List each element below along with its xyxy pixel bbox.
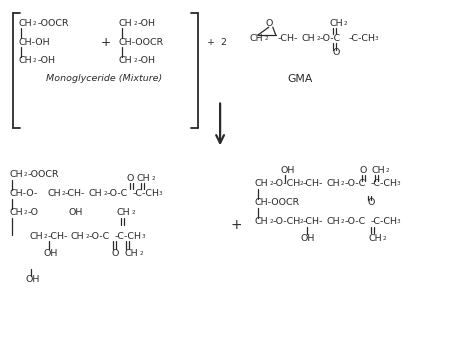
Text: $_2$: $_2$ xyxy=(264,34,269,43)
Text: $_2$: $_2$ xyxy=(299,217,304,226)
Text: +: + xyxy=(101,36,111,49)
Text: -O-C: -O-C xyxy=(89,232,110,241)
Text: $_2$: $_2$ xyxy=(340,180,346,188)
Text: $_2$: $_2$ xyxy=(23,208,28,217)
Text: $_2$: $_2$ xyxy=(133,19,138,28)
Text: CH: CH xyxy=(368,234,382,243)
Text: CH: CH xyxy=(18,56,32,65)
Text: $_3$: $_3$ xyxy=(141,232,146,241)
Text: -OOCR: -OOCR xyxy=(37,19,69,28)
Text: -CH-: -CH- xyxy=(302,217,323,226)
Text: OH: OH xyxy=(281,166,295,174)
Text: CH: CH xyxy=(29,232,43,241)
Text: CH: CH xyxy=(250,34,264,43)
Text: CH: CH xyxy=(255,180,268,188)
Text: -O-C: -O-C xyxy=(345,217,365,226)
Text: -O-CH: -O-CH xyxy=(273,217,301,226)
Text: CH: CH xyxy=(118,56,132,65)
Text: $_2$: $_2$ xyxy=(103,189,108,198)
Text: +  2: + 2 xyxy=(207,38,227,47)
Text: GMA: GMA xyxy=(287,74,312,84)
Text: OH: OH xyxy=(25,275,40,284)
Text: CH: CH xyxy=(255,217,268,226)
Text: CH: CH xyxy=(47,189,61,198)
Text: -OH: -OH xyxy=(137,19,155,28)
Text: $_2$: $_2$ xyxy=(61,189,66,198)
Text: $_2$: $_2$ xyxy=(385,166,390,174)
Text: CH-OH: CH-OH xyxy=(18,38,50,47)
Text: CH: CH xyxy=(327,180,340,188)
Text: OH: OH xyxy=(69,208,83,217)
Text: CH: CH xyxy=(118,19,132,28)
Text: -OOCR: -OOCR xyxy=(27,170,59,180)
Text: $_2$: $_2$ xyxy=(133,56,138,65)
Text: $_2$: $_2$ xyxy=(138,249,144,258)
Text: -OH: -OH xyxy=(37,56,55,65)
Text: $_2$: $_2$ xyxy=(343,19,348,28)
Text: CH: CH xyxy=(137,174,150,183)
Text: CH-O-: CH-O- xyxy=(9,189,37,198)
Text: CH: CH xyxy=(301,34,315,43)
Text: $_3$: $_3$ xyxy=(396,180,401,188)
Text: $_2$: $_2$ xyxy=(316,34,320,43)
Text: CH: CH xyxy=(329,19,343,28)
Text: Monoglyceride (Mixture): Monoglyceride (Mixture) xyxy=(46,74,162,83)
Text: CH: CH xyxy=(371,166,385,174)
Text: -C-CH: -C-CH xyxy=(348,34,375,43)
Text: $_2$: $_2$ xyxy=(32,56,37,65)
Text: -O-C: -O-C xyxy=(345,180,365,188)
Text: $_2$: $_2$ xyxy=(32,19,37,28)
Text: -CH-: -CH- xyxy=(65,189,85,198)
Text: $_2$: $_2$ xyxy=(382,234,387,243)
Text: $_2$: $_2$ xyxy=(299,180,304,188)
Text: O: O xyxy=(127,174,134,183)
Text: -O-CH: -O-CH xyxy=(273,180,301,188)
Text: -O: -O xyxy=(27,208,38,217)
Text: -C-CH: -C-CH xyxy=(115,232,142,241)
Text: CH: CH xyxy=(125,249,138,258)
Text: -CH-: -CH- xyxy=(302,180,323,188)
Text: O: O xyxy=(266,19,273,28)
Text: OH: OH xyxy=(43,249,57,258)
Text: +: + xyxy=(230,218,242,232)
Text: -C-CH: -C-CH xyxy=(370,217,397,226)
Text: CH-OOCR: CH-OOCR xyxy=(255,198,300,207)
Text: $_3$: $_3$ xyxy=(396,217,401,226)
Text: OH: OH xyxy=(301,234,315,243)
Text: CH: CH xyxy=(327,217,340,226)
Text: $_2$: $_2$ xyxy=(340,217,346,226)
Text: -OH: -OH xyxy=(137,56,155,65)
Text: -C-CH: -C-CH xyxy=(370,180,397,188)
Text: $_2$: $_2$ xyxy=(269,217,274,226)
Text: CH: CH xyxy=(71,232,84,241)
Text: $_2$: $_2$ xyxy=(23,170,28,180)
Text: -O-C: -O-C xyxy=(319,34,341,43)
Text: O: O xyxy=(332,49,340,57)
Text: $_2$: $_2$ xyxy=(269,180,274,188)
Text: CH: CH xyxy=(117,208,130,217)
Text: $_2$: $_2$ xyxy=(151,174,155,183)
Text: O: O xyxy=(359,166,367,174)
Text: CH-OOCR: CH-OOCR xyxy=(118,38,164,47)
Text: -C-CH: -C-CH xyxy=(133,189,160,198)
Text: $_3$: $_3$ xyxy=(374,34,379,43)
Text: -CH-: -CH- xyxy=(278,34,298,43)
Text: CH: CH xyxy=(9,170,23,180)
Text: $_3$: $_3$ xyxy=(158,189,164,198)
Text: $_2$: $_2$ xyxy=(131,208,136,217)
Text: -O-C: -O-C xyxy=(107,189,128,198)
Text: O: O xyxy=(367,198,374,207)
Text: CH: CH xyxy=(18,19,32,28)
Text: CH: CH xyxy=(89,189,102,198)
Text: -CH-: -CH- xyxy=(47,232,67,241)
Text: $_2$: $_2$ xyxy=(85,232,90,241)
Text: $_2$: $_2$ xyxy=(43,232,48,241)
Text: O: O xyxy=(112,249,119,258)
Text: CH: CH xyxy=(9,208,23,217)
